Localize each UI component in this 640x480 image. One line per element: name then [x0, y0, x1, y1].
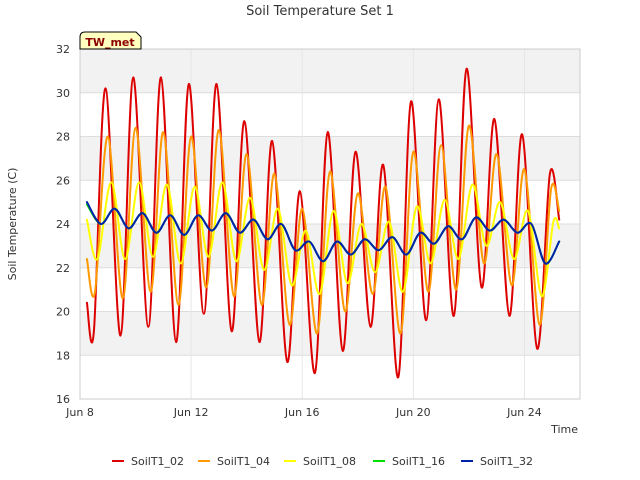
- legend-label: SoilT1_08: [303, 455, 356, 468]
- x-axis-label: Time: [550, 423, 578, 436]
- legend-item: SoilT1_16: [373, 455, 445, 468]
- plot-frame: [79, 48, 581, 400]
- x-tick-label: Jun 24: [506, 406, 542, 419]
- legend-item: SoilT1_04: [198, 455, 270, 468]
- tw-met-badge: TW_met: [79, 31, 142, 50]
- legend-item: SoilT1_32: [461, 455, 533, 468]
- series-line-soilt1-08: [85, 181, 561, 298]
- x-tick-label: Jun 16: [284, 406, 320, 419]
- plot-band: [80, 355, 580, 399]
- plot-band: [80, 311, 580, 356]
- legend-label: SoilT1_32: [480, 455, 533, 468]
- y-tick-label: 18: [56, 349, 70, 362]
- x-tick-labels: Jun 8 Jun 12 Jun 16 Jun 20 Jun 24: [65, 406, 542, 419]
- series-line-soilt1-04: [85, 124, 561, 335]
- legend-label: SoilT1_04: [217, 455, 270, 468]
- series-line-soilt1-02: [85, 67, 561, 379]
- y-tick-labels: 16 18 20 22 24 26 28 30 32: [56, 43, 70, 406]
- plot-band: [80, 180, 580, 224]
- y-tick-label: 28: [56, 131, 70, 144]
- plot-band: [80, 49, 580, 93]
- plot-band: [80, 267, 580, 312]
- chart-title: Soil Temperature Set 1: [246, 4, 394, 19]
- series-group: [85, 67, 561, 379]
- legend-label: SoilT1_16: [392, 455, 445, 468]
- legend: SoilT1_02 SoilT1_04 SoilT1_08 SoilT1_16 Soil…: [112, 455, 533, 468]
- x-tick-label: Jun 8: [65, 406, 94, 419]
- x-tick-label: Jun 12: [173, 406, 209, 419]
- badge-label: TW_met: [85, 36, 134, 49]
- y-tick-label: 24: [56, 218, 70, 231]
- series-line-soilt1-32: [85, 201, 561, 265]
- y-tick-label: 22: [56, 262, 70, 275]
- legend-item: SoilT1_02: [112, 455, 184, 468]
- y-tick-label: 20: [56, 306, 70, 319]
- badge-box: [79, 31, 142, 50]
- plot-band: [80, 92, 580, 137]
- y-axis-label: Soil Temperature (C): [6, 168, 19, 281]
- legend-label: SoilT1_02: [131, 455, 184, 468]
- y-tick-label: 16: [56, 393, 70, 406]
- y-tick-label: 30: [56, 87, 70, 100]
- legend-item: SoilT1_08: [284, 455, 356, 468]
- x-tick-label: Jun 20: [395, 406, 431, 419]
- y-tick-label: 32: [56, 43, 70, 56]
- y-tick-label: 26: [56, 174, 70, 187]
